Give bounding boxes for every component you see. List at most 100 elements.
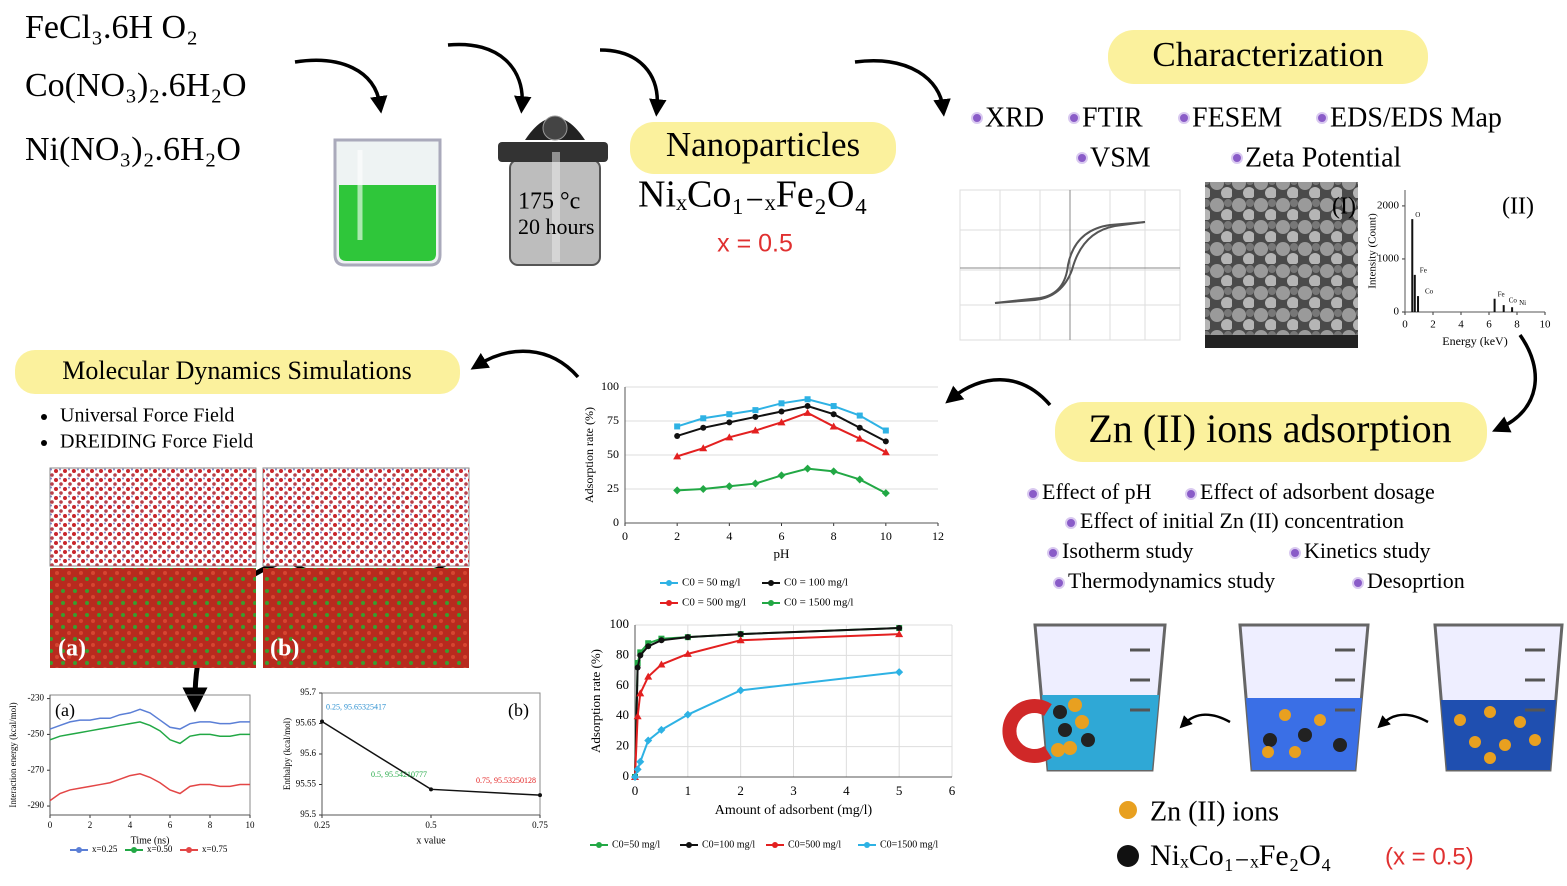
legend-label: C0 = 50 mg/l [682,577,740,589]
highlight [630,122,896,174]
legend-marker [76,847,82,853]
bullet [1185,488,1197,500]
y-tick-label: 0 [1394,306,1400,318]
marker [700,424,707,431]
x-tick-label: 10 [246,820,256,830]
marker [657,660,666,668]
panel-label: (a) [55,700,75,721]
x-tick-label: 6 [949,783,956,798]
y-tick-label: 0 [623,768,630,783]
bullet [1047,547,1059,559]
marker [645,640,652,647]
y-tick-label: 25 [607,481,619,495]
y-tick-label: -290 [28,800,45,810]
method: EDS/EDS Map [1330,102,1502,133]
marker [778,400,785,407]
marker [684,634,691,641]
md-title: Molecular Dynamics Simulations [62,356,412,385]
legend-label: C0=1500 mg/l [880,839,938,850]
marker [881,489,890,498]
particles [1051,698,1541,867]
marker [674,423,681,430]
marker [829,422,838,430]
beaker [333,138,442,267]
x-tick-label: 6 [779,529,785,543]
legend-label: x=0.25 [92,844,118,854]
study: Thermodynamics study [1068,568,1275,593]
y-tick-label: 95.55 [296,779,317,789]
legend-note: (x = 0.5) [1385,843,1474,870]
marker [674,432,681,439]
bullet [1053,577,1065,589]
legend-marker [768,580,774,586]
marker [804,403,811,410]
line [634,627,900,778]
x-axis-label: Amount of adsorbent (mg/l) [715,803,873,818]
marker [752,407,759,414]
x-tick-label: 3 [790,783,797,798]
x-tick-label: 2 [737,783,744,798]
marker [633,765,642,774]
peak-label: O [1415,211,1420,219]
marker [751,426,760,434]
marker [895,668,904,677]
marker [631,773,639,781]
marker [637,649,644,656]
formula: NiₓCo₁₋ₓFe₂O₄ [638,174,868,216]
line [634,671,900,778]
y-axis-label: Adsorption rate (%) [582,407,596,503]
legend-label: C0 = 1500 mg/l [784,597,853,609]
peak-label: Co [1425,288,1434,296]
marker [726,411,733,418]
marker [700,415,707,422]
marker [736,686,745,695]
legend-marker [772,842,778,848]
bullet [1076,152,1088,164]
arrow [294,58,388,114]
y-tick-label: 40 [616,707,629,722]
study: Effect of pH [1042,479,1152,504]
study: Desoprtion [1367,568,1465,593]
x-tick-label: 10 [1540,319,1552,331]
marker [644,736,653,745]
y-tick-label: 100 [610,616,630,631]
x-tick-label: 10 [880,529,892,543]
marker [725,433,734,441]
precursor: FeCl₃.6H O₂ [25,9,198,46]
method: FTIR [1082,102,1143,133]
method: VSM [1090,142,1151,173]
marker [726,419,733,426]
x-tick-label: 8 [831,529,837,543]
marker [725,482,734,491]
y-tick-label: 95.65 [296,718,317,728]
arrow [1179,713,1231,729]
study: Kinetics study [1304,538,1431,563]
legend-marker [686,842,692,848]
y-tick-label: 95.5 [300,809,316,819]
vsm-plot [959,189,1181,341]
arrow [1377,713,1429,729]
legend-marker [186,847,192,853]
marker [751,479,760,488]
data-label: 0.25, 95.65325417 [326,702,386,711]
x-tick-label: 6 [168,820,173,830]
marker [636,689,645,697]
panel-label: (b) [270,636,299,662]
marker [803,464,812,473]
highlight [1055,402,1487,462]
marker [752,413,759,420]
sem-scale-bar [1205,335,1358,348]
y-tick-label: 75 [607,413,619,427]
nanoparticles-title: Nanoparticles [666,125,860,164]
legend-label: C0=50 mg/l [612,839,660,850]
marker [736,636,745,644]
panel-label: (a) [58,636,86,662]
line [634,627,900,778]
arrow [854,59,951,117]
y-axis-label: Intensity (Count) [1367,213,1379,289]
marker [538,793,542,798]
panel-label: (II) [1502,194,1534,220]
arrow [599,48,667,117]
x-axis-label: pH [774,546,790,561]
